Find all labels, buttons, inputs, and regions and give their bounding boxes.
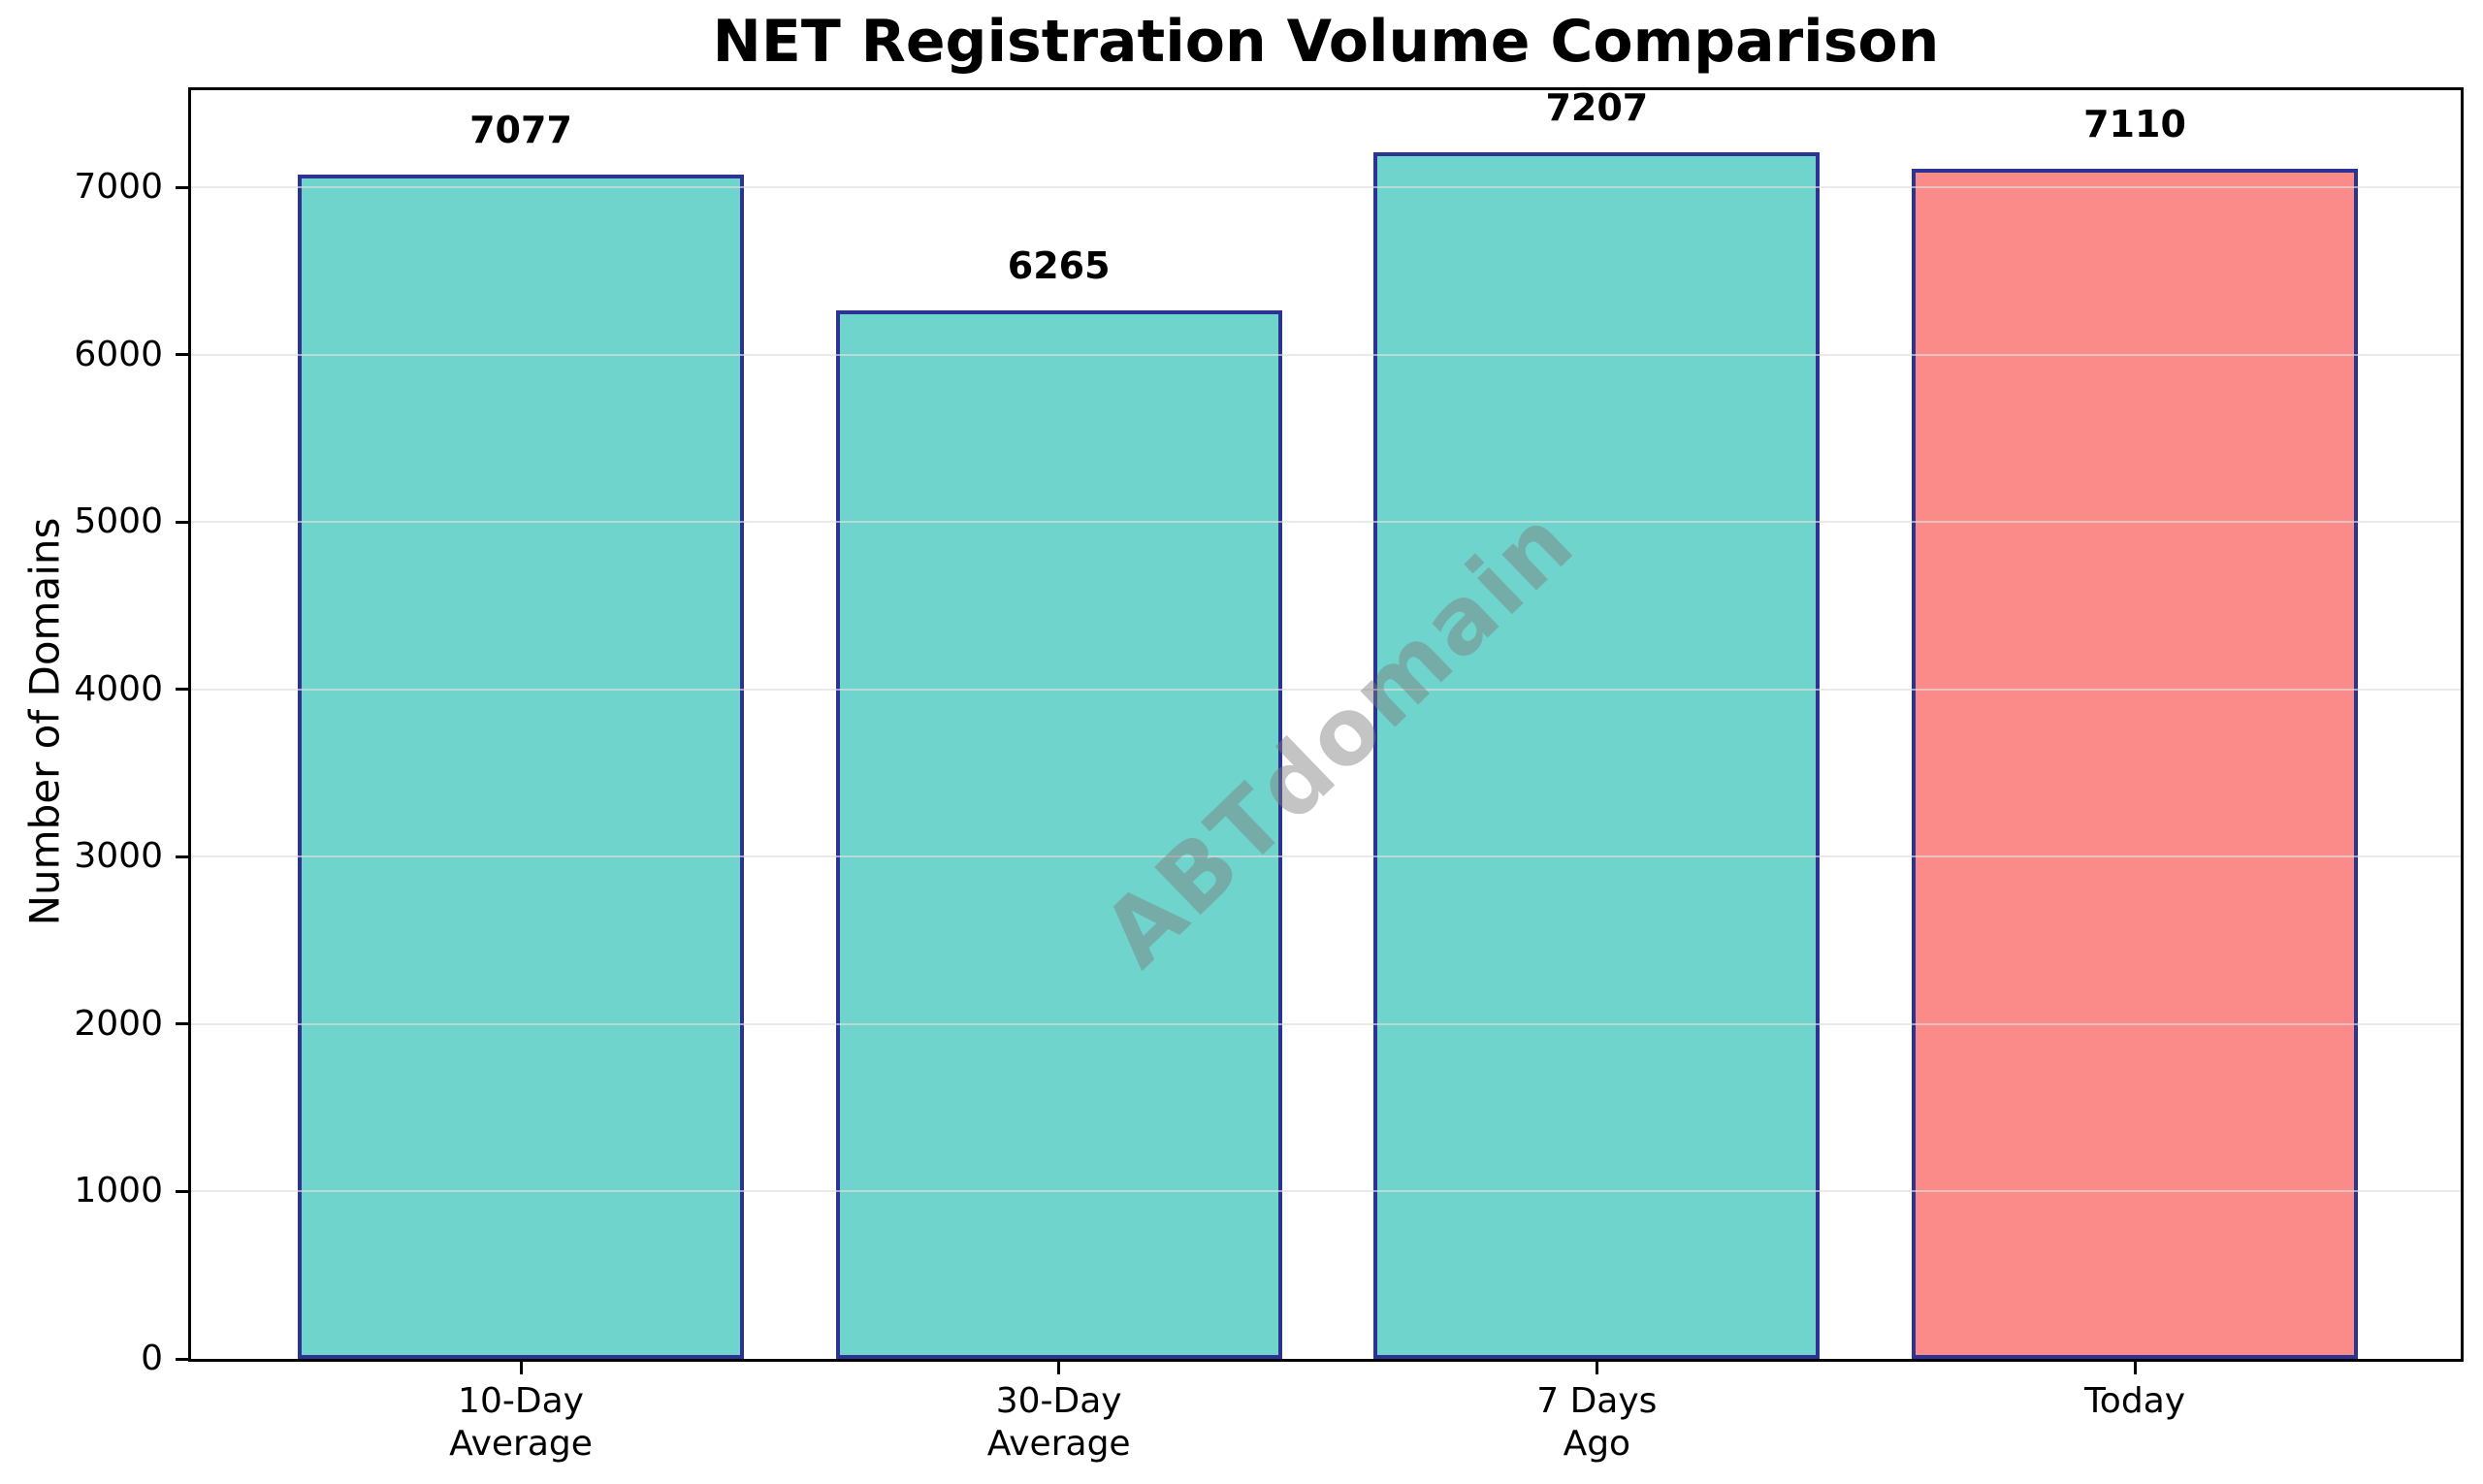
x-tick-label-2: 30-Day Average <box>986 1381 1131 1464</box>
x-tick-mark-3 <box>1595 1362 1598 1374</box>
bar-value-label-4: 7110 <box>2083 103 2186 146</box>
bar-value-label-2: 6265 <box>1007 243 1111 287</box>
y-tick-label-7000: 7000 <box>74 167 163 208</box>
y-tick-mark-3000 <box>176 855 188 858</box>
x-tick-label-1: 10-Day Average <box>449 1381 593 1464</box>
bar-value-label-3: 7207 <box>1545 86 1649 130</box>
bar-1 <box>298 174 744 1359</box>
y-tick-mark-0 <box>176 1357 188 1361</box>
y-tick-label-2000: 2000 <box>74 1003 163 1044</box>
plot-area: ABTdomain 7077 6265 7207 7110 <box>188 86 2464 1362</box>
y-tick-mark-6000 <box>176 353 188 357</box>
y-tick-mark-7000 <box>176 185 188 189</box>
y-tick-label-5000: 5000 <box>74 501 163 542</box>
x-tick-mark-4 <box>2133 1362 2137 1374</box>
y-tick-label-0: 0 <box>141 1339 163 1378</box>
y-tick-label-3000: 3000 <box>74 836 163 877</box>
x-tick-mark-2 <box>1057 1362 1061 1374</box>
x-tick-label-4: Today <box>2083 1381 2186 1421</box>
y-tick-mark-5000 <box>176 520 188 524</box>
bar-value-label-1: 7077 <box>469 108 572 151</box>
y-tick-label-6000: 6000 <box>74 334 163 374</box>
y-tick-label-1000: 1000 <box>74 1171 163 1211</box>
y-tick-mark-4000 <box>176 688 188 692</box>
y-tick-mark-2000 <box>176 1022 188 1026</box>
x-tick-mark-1 <box>519 1362 523 1374</box>
bar-4 <box>1912 169 2358 1359</box>
y-tick-mark-1000 <box>176 1189 188 1193</box>
y-tick-label-4000: 4000 <box>74 668 163 709</box>
bar-2 <box>835 309 1282 1359</box>
x-tick-label-3: 7 Days Ago <box>1536 1381 1658 1464</box>
bar-3 <box>1373 152 1821 1359</box>
chart-title: NET Registration Volume Comparison <box>712 8 1940 76</box>
